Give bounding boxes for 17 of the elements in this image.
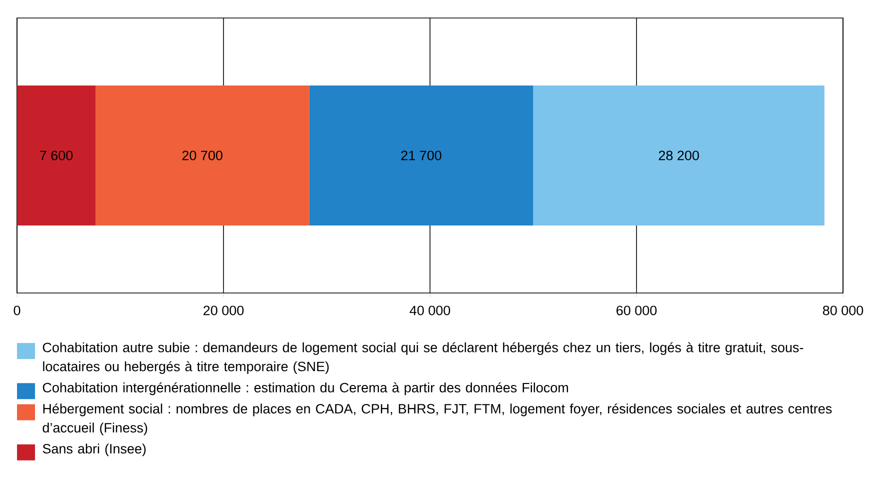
data-label: 20 700: [182, 150, 222, 160]
legend-label: Hébergement social : nombres de places en CADA, CPH, BHRS, FJT, FTM, logement foyer, résidences sociales et autres centres d’accueil (Finess): [42, 403, 832, 436]
x-tick-label: 0: [14, 306, 20, 316]
bar: [17, 85, 96, 226]
x-tick-label: 40 000: [410, 306, 450, 316]
data-label: 21 700: [401, 150, 442, 160]
legend-label: Sans abri (Insee): [42, 444, 146, 456]
x-tick-label: 20 000: [204, 306, 244, 316]
legend-label: Cohabitation intergénérationnelle : estimation du Cerema à partir des données Filocom: [42, 382, 568, 396]
x-tick-label: 80 000: [822, 306, 864, 316]
data-label: 28 200: [658, 150, 699, 160]
legend-label: Cohabitation autre subie : demandeurs de logement social qui se déclarent hébergés chez un tiers, logés à titre gratuit, sous-locataires ou hebergés à titre temporaire (SNE): [42, 342, 804, 374]
bar: [95, 85, 310, 226]
x-tick-label: 60 000: [616, 306, 657, 316]
bar: [533, 85, 824, 226]
data-label: 7 600: [40, 150, 73, 160]
bar: [309, 85, 534, 226]
